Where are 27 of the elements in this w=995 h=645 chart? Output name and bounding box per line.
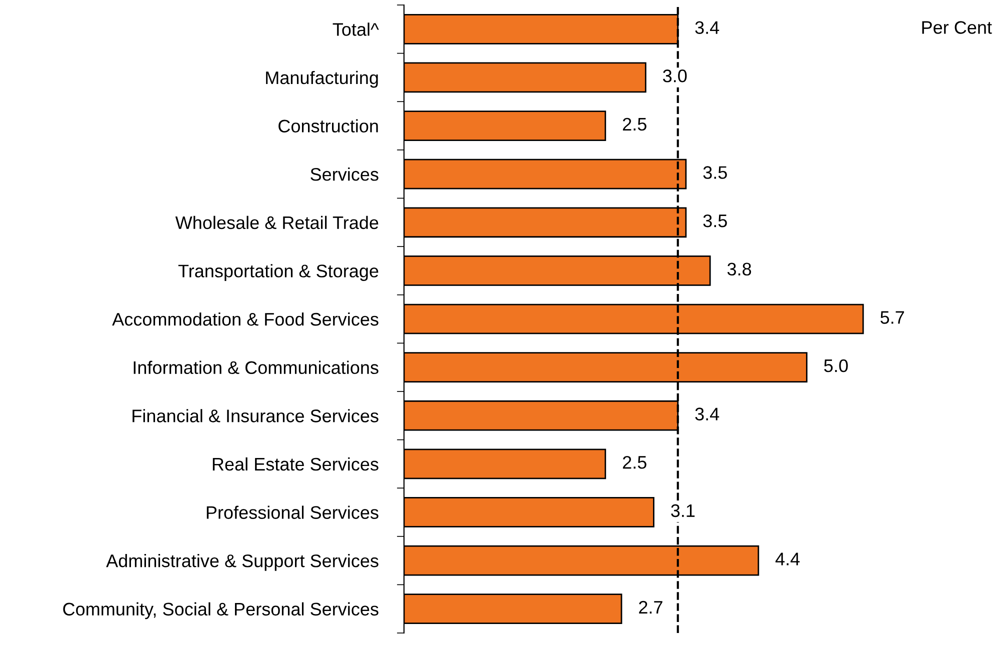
data-label: 4.4: [776, 552, 800, 566]
data-label: 5.0: [824, 359, 848, 372]
y-tick-label: Services: [310, 168, 378, 181]
data-label: 3.8: [727, 262, 752, 276]
y-tick-label: Information & Communications: [134, 360, 378, 374]
data-label: 3.1: [671, 504, 695, 518]
y-tick-label: Manufacturing: [266, 70, 378, 88]
y-tick-label: Professional Services: [206, 506, 378, 519]
y-tick-label: Accommodation & Food Services: [112, 312, 378, 326]
data-label: 3.5: [703, 214, 727, 228]
y-tick-label: Financial & Insurance Services: [132, 409, 378, 422]
data-label: 3.0: [663, 70, 687, 82]
y-tick-label: Total^: [332, 22, 379, 36]
data-label: 3.4: [695, 408, 720, 420]
y-tick-label: Construction: [278, 119, 378, 132]
y-tick-label: Wholesale & Retail Trade: [175, 216, 378, 230]
y-tick-label: Administrative & Support Services: [106, 554, 378, 571]
data-label: 5.7: [880, 311, 904, 324]
data-label: 2.5: [622, 456, 646, 469]
data-label: 3.5: [703, 166, 727, 179]
data-label: 2.5: [622, 118, 646, 131]
data-label: 2.7: [639, 600, 662, 614]
y-tick-label: Community, Social & Personal Services: [63, 602, 378, 620]
y-tick-label: Real Estate Services: [212, 457, 378, 471]
text: Per Cent: [922, 21, 992, 34]
y-tick-label: Transportation & Storage: [178, 264, 378, 281]
data-label: 3.4: [695, 21, 720, 34]
